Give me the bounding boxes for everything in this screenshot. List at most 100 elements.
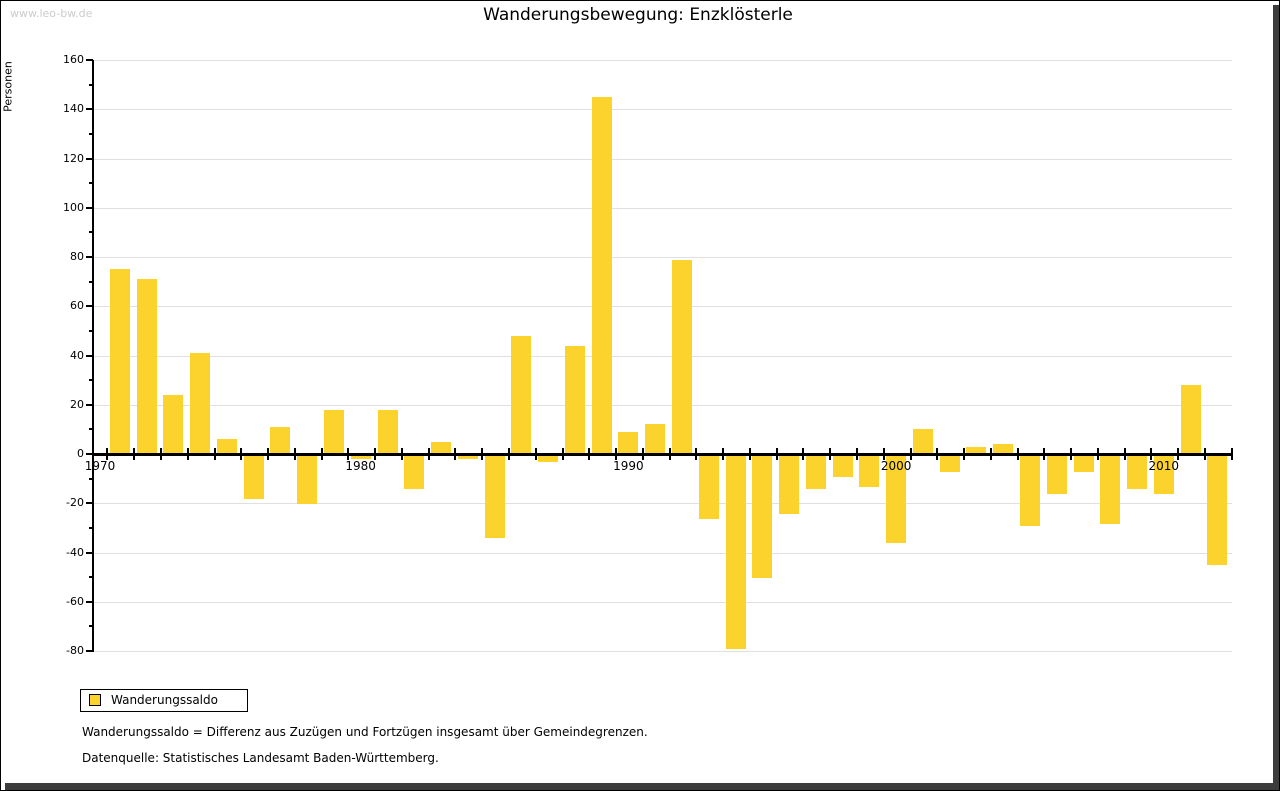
bar-1974 bbox=[190, 353, 211, 454]
bar-1986 bbox=[511, 335, 532, 454]
y-axis-minor-tick bbox=[89, 182, 93, 185]
bar-2011 bbox=[1180, 385, 1201, 455]
bar-1972 bbox=[136, 279, 157, 454]
bar-1999 bbox=[859, 456, 880, 487]
y-tick-label: -80 bbox=[66, 644, 84, 657]
y-axis-major-tick bbox=[86, 453, 93, 455]
y-axis-major-tick bbox=[86, 206, 93, 209]
y-tick-label: 0 bbox=[77, 447, 84, 460]
y-axis-minor-tick bbox=[89, 379, 93, 382]
bar-1988 bbox=[564, 345, 585, 454]
y-axis-major-tick bbox=[86, 403, 93, 406]
bar-1975 bbox=[216, 439, 237, 454]
bar-1995 bbox=[752, 456, 773, 578]
y-tick-label: -40 bbox=[66, 545, 84, 559]
bar-1973 bbox=[163, 394, 184, 454]
gridline bbox=[93, 651, 1232, 652]
y-axis-major-tick bbox=[86, 108, 93, 111]
y-tick-label: 140 bbox=[63, 102, 84, 116]
y-axis-minor-tick bbox=[89, 526, 93, 529]
y-axis-major-tick bbox=[86, 157, 93, 160]
y-axis-minor-tick bbox=[89, 132, 93, 135]
y-tick-label: 100 bbox=[63, 200, 84, 214]
frame-shadow-bottom bbox=[5, 783, 1280, 791]
y-axis-minor-tick bbox=[89, 329, 93, 332]
y-axis-minor-tick bbox=[89, 280, 93, 283]
footnote-definition: Wanderungssaldo = Differenz aus Zuzügen … bbox=[82, 725, 648, 739]
bar-1996 bbox=[779, 456, 799, 514]
bar-2008 bbox=[1100, 456, 1121, 524]
y-axis-major-tick bbox=[86, 551, 93, 554]
bar-1978 bbox=[297, 456, 318, 504]
bar-1992 bbox=[671, 259, 692, 454]
bar-1990 bbox=[618, 431, 639, 454]
gridline bbox=[93, 257, 1232, 258]
bar-2009 bbox=[1127, 456, 1147, 489]
bar-2006 bbox=[1046, 456, 1067, 494]
x-tick-label: 2000 bbox=[880, 459, 912, 473]
footnote-source: Datenquelle: Statistisches Landesamt Bad… bbox=[82, 751, 439, 765]
y-axis-major-tick bbox=[86, 650, 93, 652]
bar-1994 bbox=[725, 456, 746, 649]
y-axis-minor-tick bbox=[89, 477, 93, 480]
y-axis-major-tick bbox=[86, 305, 93, 308]
bar-1983 bbox=[431, 441, 451, 454]
gridline bbox=[93, 552, 1232, 554]
x-axis-line bbox=[93, 453, 1232, 456]
y-axis-major-tick bbox=[86, 354, 93, 357]
bar-1979 bbox=[323, 409, 344, 454]
bar-1987 bbox=[538, 456, 559, 462]
gridline bbox=[93, 158, 1232, 160]
y-axis-line bbox=[92, 60, 94, 652]
bar-1991 bbox=[645, 424, 666, 454]
legend: Wanderungssaldo bbox=[80, 689, 248, 712]
bar-2000 bbox=[886, 456, 907, 544]
bar-2005 bbox=[1019, 456, 1040, 526]
gridline bbox=[93, 601, 1232, 603]
bar-1993 bbox=[698, 456, 719, 519]
y-tick-label: 60 bbox=[70, 299, 84, 313]
bar-2001 bbox=[912, 429, 933, 454]
bar-1977 bbox=[270, 426, 291, 454]
x-tick-label: 2010 bbox=[1148, 459, 1180, 473]
y-axis-minor-tick bbox=[89, 83, 93, 86]
gridline bbox=[93, 306, 1232, 308]
y-axis-major-tick bbox=[86, 59, 93, 61]
y-axis-minor-tick bbox=[89, 428, 93, 431]
bar-1997 bbox=[805, 456, 826, 489]
y-tick-label: 20 bbox=[70, 397, 84, 411]
y-tick-label: 160 bbox=[63, 53, 84, 66]
bar-1971 bbox=[109, 269, 130, 454]
bar-1984 bbox=[457, 456, 478, 460]
bar-2007 bbox=[1073, 456, 1094, 472]
bar-1985 bbox=[484, 456, 505, 539]
bar-2010 bbox=[1153, 456, 1174, 494]
legend-swatch-icon bbox=[89, 694, 101, 706]
y-tick-label: 120 bbox=[63, 151, 84, 165]
gridline bbox=[93, 60, 1232, 61]
y-axis-major-tick bbox=[86, 256, 93, 258]
y-axis-minor-tick bbox=[89, 576, 93, 579]
y-tick-label: -20 bbox=[66, 496, 84, 510]
bar-2003 bbox=[966, 446, 987, 454]
y-axis-minor-tick bbox=[89, 231, 93, 234]
bar-2002 bbox=[939, 456, 960, 472]
chart-title: Wanderungsbewegung: Enzklösterle bbox=[483, 5, 793, 25]
bar-1982 bbox=[404, 456, 425, 489]
gridline bbox=[93, 207, 1232, 209]
watermark: www.leo-bw.de bbox=[10, 7, 93, 20]
x-tick-label: 1970 bbox=[84, 459, 116, 473]
bar-1981 bbox=[377, 409, 398, 454]
bar-1989 bbox=[591, 96, 612, 454]
x-tick-label: 1980 bbox=[345, 459, 376, 473]
legend-label: Wanderungssaldo bbox=[111, 693, 218, 707]
bar-1998 bbox=[832, 456, 853, 477]
y-axis-label: Personen bbox=[1, 61, 15, 112]
y-tick-label: 80 bbox=[70, 250, 84, 263]
y-tick-label: -60 bbox=[66, 594, 84, 608]
bar-1976 bbox=[243, 456, 264, 499]
bar-2004 bbox=[993, 444, 1014, 454]
gridline bbox=[93, 109, 1232, 111]
gridline bbox=[93, 355, 1232, 357]
